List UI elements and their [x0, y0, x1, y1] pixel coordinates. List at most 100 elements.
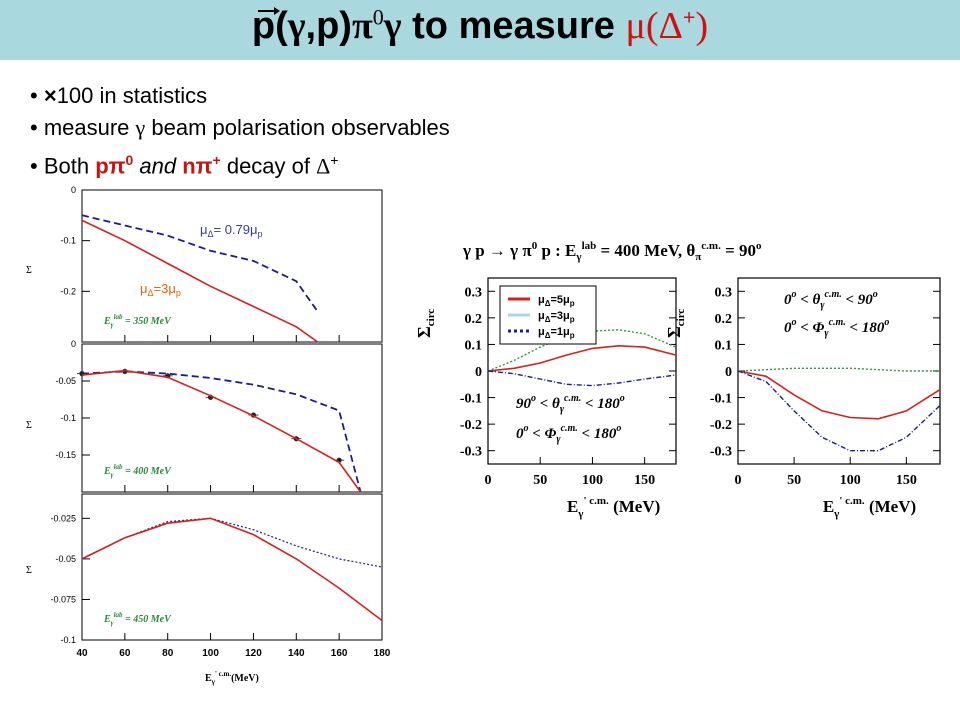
curve--3-p	[487, 329, 677, 372]
annot-mu-3: μΔ=3μp	[140, 281, 181, 298]
y-tick-label: 0	[725, 365, 732, 380]
legend: μΔ=5μp μΔ=3μp μΔ=1μp	[499, 285, 597, 345]
y-tick-label: 0.3	[715, 285, 733, 300]
y-tick-label: -0.05	[55, 554, 76, 564]
svg-text:γ p → γ π0 p : Eγlab = 400 M: γ p → γ π0 p : Eγlab = 400 MeV, θπc.m. =…	[462, 240, 762, 263]
energy-label: Eγlab = 350 MeV	[103, 313, 172, 329]
y-tick-label: -0.2	[460, 418, 482, 433]
x-tick-label: 140	[288, 648, 305, 659]
left-xlabel: Eγ' c.m.(MeV)	[205, 670, 259, 686]
slide-title: p(γ,p)π0γ to measure μ(Δ+)	[0, 4, 960, 48]
title-close: )	[695, 5, 709, 47]
bullet-text: decay of	[220, 153, 317, 179]
y-tick-label: 0.2	[715, 312, 733, 327]
legend-label: μΔ=5μp	[538, 294, 575, 308]
and-text: and	[133, 153, 183, 179]
n-pi-plus-sup: +	[212, 152, 221, 168]
y-tick-label: 0.1	[465, 338, 483, 353]
title-pi: π	[351, 5, 373, 47]
x-tick-label: 0	[735, 473, 742, 488]
delta-sup: +	[330, 152, 339, 168]
left-ylabel-2: Σ	[26, 420, 32, 431]
svg-text:Eγ' c.m.(MeV): Eγ' c.m.(MeV)	[205, 670, 259, 686]
cut-theta-backward: 90o < θγc.m. < 180o	[516, 393, 625, 415]
y-tick-label: -0.3	[460, 445, 482, 460]
cut-phi-forward: 0o < Φγc.m. < 180o	[784, 317, 889, 339]
title-to-measure: to measure	[412, 5, 615, 47]
x-tick-label: 160	[331, 648, 348, 659]
y-tick-label: -0.2	[60, 286, 76, 296]
curve-dotted	[81, 517, 383, 568]
y-tick-label: -0.15	[55, 450, 76, 460]
right-xlabel: Eγ' c.m. (MeV)	[823, 495, 916, 520]
y-tick-label: 0.1	[715, 338, 733, 353]
right-xlabel: Eγ' c.m. (MeV)	[567, 495, 660, 520]
bullet-statistics: • ×100 in statistics	[30, 83, 208, 108]
x-tick-label: 150	[634, 473, 655, 488]
x-tick-label: 100	[202, 648, 219, 659]
bullet-text: Both	[43, 153, 96, 179]
x-tick-label: 100	[840, 473, 861, 488]
y-tick-label: -0.1	[710, 392, 732, 407]
left-panel-frame	[81, 189, 383, 343]
legend-label: μΔ=1μp	[538, 326, 575, 340]
delta-symbol: Δ	[316, 153, 331, 179]
left-panel-frame	[81, 493, 383, 641]
y-tick-label: 0.3	[465, 285, 483, 300]
title-vector-arrow	[258, 7, 280, 15]
title-gamma2: γ	[383, 5, 402, 47]
left-ylabel-3: Σ	[26, 565, 32, 576]
bullet-list: • ×100 in statistics • measure γ beam po…	[30, 80, 450, 182]
curve--1-p	[737, 370, 941, 452]
title-plus: +	[682, 4, 696, 30]
bullet-polarisation: • measure γ beam polarisation observable…	[30, 115, 450, 140]
y-tick-label: 0	[71, 185, 76, 195]
x-tick-label: 150	[896, 473, 917, 488]
left-ylabel-1: Σ	[26, 265, 32, 276]
curve--1-p	[487, 370, 677, 387]
cut-phi-backward: 0o < Φγc.m. < 180o	[516, 423, 621, 445]
gamma-symbol: γ	[135, 115, 146, 140]
title-bar	[0, 0, 960, 60]
y-tick-label: -0.1	[60, 413, 76, 423]
n-pi-plus-channel: nπ	[182, 153, 213, 179]
p-pi0-sup: 0	[125, 152, 134, 168]
curve-solid	[81, 369, 362, 493]
y-tick-label: -0.05	[55, 376, 76, 386]
y-tick-label: -0.1	[60, 236, 76, 246]
curve--5-p	[737, 370, 941, 420]
x-tick-label: 180	[374, 648, 391, 659]
curve-solid	[81, 517, 383, 622]
bullet-text: measure	[43, 115, 136, 140]
y-tick-label: -0.075	[50, 594, 76, 604]
cut-theta-forward: 0o < θγc.m. < 90o	[784, 289, 878, 311]
y-tick-label: -0.025	[50, 513, 76, 523]
curve--5-p	[487, 344, 677, 372]
y-tick-label: -0.2	[710, 418, 732, 433]
y-tick-label: 0	[71, 339, 76, 349]
x-tick-label: 120	[245, 648, 262, 659]
legend-label: μΔ=3μp	[538, 310, 575, 324]
x-tick-label: 40	[76, 648, 88, 659]
y-tick-label: 0	[475, 365, 482, 380]
right-ylabel: Σcirc	[664, 309, 687, 338]
y-tick-label: -0.3	[710, 445, 732, 460]
y-tick-label: 0.2	[465, 312, 483, 327]
y-tick-label: -0.1	[460, 392, 482, 407]
curve--3-p	[737, 367, 940, 372]
x-tick-label: 0	[485, 473, 492, 488]
curve--3-p	[81, 219, 319, 343]
y-tick-label: -0.1	[60, 635, 76, 645]
right-panel-frame	[737, 277, 941, 465]
right-ylabel: Σcirc	[414, 309, 437, 338]
energy-label: Eγlab = 400 MeV	[103, 463, 172, 479]
right-figure: γ p → γ π0 p : Eγlab = 400 MeV, θπc.m. =…	[414, 240, 941, 520]
x-tick-label: 60	[119, 648, 131, 659]
energy-label: Eγlab = 450 MeV	[103, 611, 172, 627]
annot-mu-079: μΔ= 0.79μp	[200, 222, 263, 239]
title-mu-delta: μ(Δ	[625, 5, 683, 47]
title-gamma: γ	[287, 5, 306, 47]
title-pi-sup: 0	[372, 4, 384, 30]
title-mid: ,p)	[305, 5, 352, 47]
x-tick-label: 50	[533, 473, 547, 488]
